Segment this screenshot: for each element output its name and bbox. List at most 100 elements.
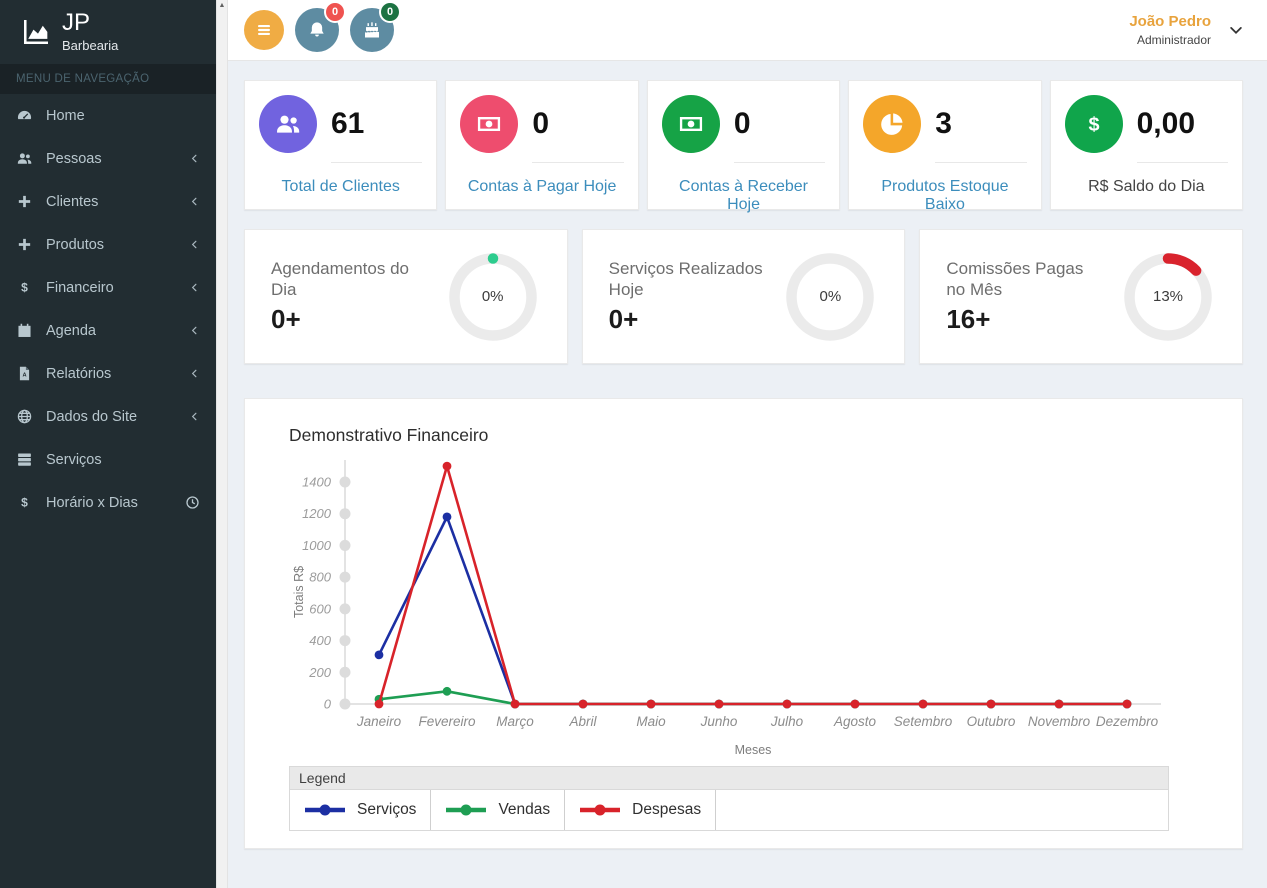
notifications-button[interactable]: 0 <box>295 1 346 52</box>
pie-icon <box>878 110 906 138</box>
sidebar-item-clientes[interactable]: Clientes <box>0 180 216 223</box>
progress-card: Comissões Pagas no Mês 16+ 13% <box>919 229 1244 364</box>
scroll-up-arrow-icon[interactable]: ▲ <box>218 2 226 9</box>
financial-chart: 0 200 400 600 800 1000 1200 1400 Janeiro Fevereir… <box>292 460 1161 757</box>
progress-title: Agendamentos do Dia <box>271 258 409 299</box>
gauge-icon <box>16 107 33 124</box>
progress-row: Agendamentos do Dia 0+ 0% Serviços Realizad… <box>244 229 1244 364</box>
progress-title: Comissões Pagas no Mês <box>946 258 1084 299</box>
svg-text:$: $ <box>21 280 28 294</box>
sidebar-scrollbar[interactable]: ▲ <box>216 0 228 888</box>
progress-ring-gauge <box>448 252 537 341</box>
stat-value: 0 <box>733 107 751 140</box>
content: 61 Total de Clientes 0 Contas à Pagar Hoje 0… <box>228 61 1267 888</box>
sidebar-item-home[interactable]: Home <box>0 94 216 137</box>
legend-line-marker-icon <box>579 803 621 817</box>
svg-text:Março: Março <box>496 714 534 729</box>
stat-value: 0 <box>532 107 550 140</box>
svg-text:Julho: Julho <box>770 714 804 729</box>
pdf-icon: A <box>16 365 33 382</box>
sidebar-item-label: Agenda <box>46 322 96 339</box>
user-menu[interactable]: João Pedro Administrador <box>1129 13 1245 47</box>
chevron-left-icon <box>189 325 200 336</box>
progress-percent: 13% <box>1153 288 1184 305</box>
money-icon <box>677 110 705 138</box>
clock-icon <box>185 495 200 510</box>
brand[interactable]: JP Barbearia <box>0 0 216 64</box>
cake-icon <box>362 20 382 40</box>
legend-item-despesas: Despesas <box>565 790 717 830</box>
sidebar-item-produtos[interactable]: Produtos <box>0 223 216 266</box>
stat-card-top: 0 <box>460 95 623 153</box>
stat-divider <box>532 162 624 163</box>
user-name: João Pedro <box>1129 13 1211 30</box>
sidebar-item-servicos[interactable]: Serviços <box>0 438 216 481</box>
stat-value: 3 <box>935 107 952 140</box>
chevron-down-icon[interactable] <box>1227 21 1245 39</box>
progress-card: Serviços Realizados Hoje 0+ 0% <box>581 229 906 364</box>
legend: Legend Serviços Vendas Despesas <box>289 766 1169 831</box>
chevron-left-icon <box>189 282 200 293</box>
user-role: Administrador <box>1136 33 1211 47</box>
server-icon <box>16 451 33 468</box>
stat-card[interactable]: 0 Contas à Pagar Hoje <box>445 80 639 210</box>
legend-line-marker-icon <box>304 803 346 817</box>
svg-text:Totais R$: Totais R$ <box>292 566 306 618</box>
svg-text:Outubro: Outubro <box>967 714 1016 729</box>
sidebar-item-dados-do-site[interactable]: Dados do Site <box>0 395 216 438</box>
sidebar-item-horario-x-dias[interactable]: $ Horário x Dias <box>0 481 216 524</box>
brand-title: JP <box>62 9 91 36</box>
globe-icon <box>16 408 33 425</box>
stat-card[interactable]: $0,00 R$ Saldo do Dia <box>1049 80 1244 210</box>
stat-label: Contas à Pagar Hoje <box>467 178 617 195</box>
sidebar-item-label: Serviços <box>46 451 102 468</box>
legend-item-label: Vendas <box>498 801 551 818</box>
legend-item-serviços: Serviços <box>290 790 432 830</box>
progress-ring: 0% <box>782 249 878 345</box>
stat-card[interactable]: 0 Contas à Receber Hoje <box>646 80 841 213</box>
stat-card[interactable]: 61 Total de Clientes <box>244 80 438 210</box>
stat-label: R$ Saldo do Dia <box>1088 178 1205 195</box>
stat-divider <box>1136 162 1229 163</box>
svg-text:Junho: Junho <box>700 714 738 729</box>
legend-title: Legend <box>290 767 1168 790</box>
progress-ring: 0% <box>445 249 541 345</box>
dollar-icon: $ <box>16 279 33 296</box>
stat-icon-circle <box>863 95 922 153</box>
chevron-left-icon <box>189 239 200 250</box>
svg-text:0: 0 <box>324 697 332 712</box>
legend-line-marker-icon <box>445 803 487 817</box>
sidebar-item-relatorios[interactable]: A Relatórios <box>0 352 216 395</box>
svg-text:1400: 1400 <box>302 475 332 490</box>
progress-value: 0+ <box>608 304 639 335</box>
svg-text:$: $ <box>21 495 28 509</box>
menu-toggle-button[interactable] <box>244 10 284 50</box>
legend-item-label: Serviços <box>357 801 417 818</box>
sidebar-item-financeiro[interactable]: $ Financeiro <box>0 266 216 309</box>
stat-label: Total de Clientes <box>281 178 400 195</box>
plus-icon <box>16 236 33 253</box>
users-icon <box>16 150 33 167</box>
stat-icon-circle <box>259 95 317 153</box>
legend-item-label: Despesas <box>632 801 702 818</box>
stat-divider <box>331 162 423 163</box>
plus-icon <box>16 193 33 210</box>
svg-text:Maio: Maio <box>636 714 666 729</box>
svg-text:600: 600 <box>309 601 331 616</box>
svg-text:Janeiro: Janeiro <box>356 714 402 729</box>
svg-text:$: $ <box>1088 113 1099 135</box>
birthdays-button[interactable]: 0 <box>350 1 401 52</box>
sidebar-item-label: Financeiro <box>46 279 114 296</box>
sidebar-item-pessoas[interactable]: Pessoas <box>0 137 216 180</box>
money-icon <box>475 110 503 138</box>
progress-ring-gauge <box>786 252 875 341</box>
area-chart-logo-icon <box>20 16 52 48</box>
stat-card[interactable]: 3 Produtos Estoque Baixo <box>848 80 1042 213</box>
dollar-icon: $ <box>1080 110 1108 138</box>
sidebar-item-agenda[interactable]: Agenda <box>0 309 216 352</box>
svg-text:200: 200 <box>308 665 331 680</box>
badge-count: 0 <box>324 1 346 23</box>
sidebar-item-label: Clientes <box>46 193 99 210</box>
